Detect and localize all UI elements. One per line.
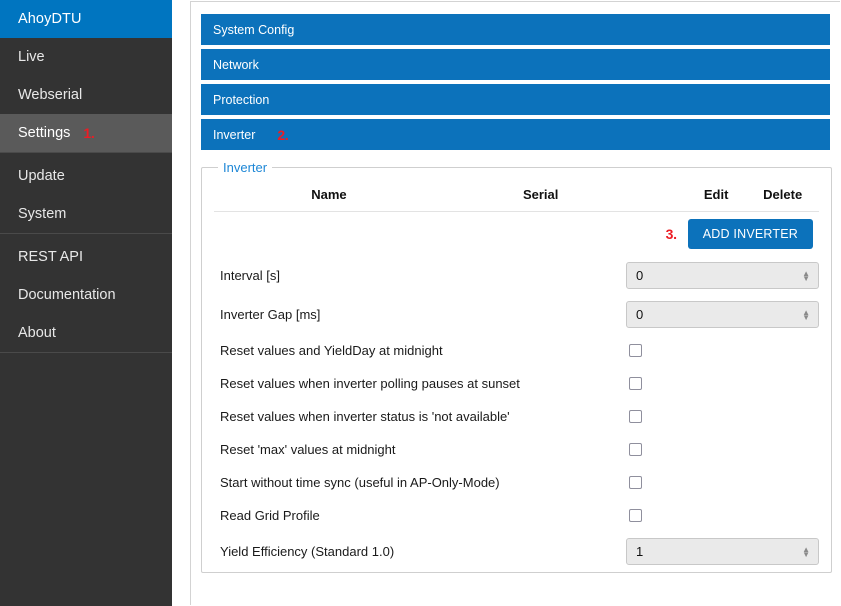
sidebar-item-update[interactable]: Update [0, 157, 172, 195]
inverter-table-head: Name Serial Edit Delete [214, 181, 819, 212]
form-label-reset-values-when-inverter-polling-pauses-at-sunset: Reset values when inverter polling pause… [220, 376, 520, 391]
sidebar-divider [0, 233, 172, 234]
sidebar-divider [0, 152, 172, 153]
sidebar-nav: Live Webserial Settings 1. Update System REST … [0, 38, 172, 357]
sidebar-item-about[interactable]: About [0, 314, 172, 352]
sidebar: AhoyDTU Live Webserial Settings 1. Update Sys… [0, 0, 172, 606]
annotation-marker-2: 2. [277, 126, 289, 143]
form-row-interval-s: Interval [s] 0 ▲ ▼ [214, 256, 819, 295]
add-inverter-button[interactable]: ADD INVERTER [687, 219, 813, 249]
sidebar-item-webserial[interactable]: Webserial [0, 76, 172, 114]
number-input-value: 0 [636, 268, 644, 283]
accordion-bar-label: Network [213, 57, 259, 72]
main-panel: System Config Network Protection Inverter 2.… [190, 1, 840, 605]
sidebar-item-label: About [18, 325, 56, 341]
accordion-bar-system-config[interactable]: System Config [201, 14, 830, 45]
inverter-fieldset: Inverter Name Serial Edit Delete 3. ADD … [201, 160, 832, 573]
inverter-fieldset-legend: Inverter [223, 160, 268, 175]
accordion-bar-protection[interactable]: Protection [201, 84, 830, 115]
sidebar-item-label: System [18, 206, 67, 222]
form-label-reset-values-when-inverter-status-is-not-available: Reset values when inverter status is 'no… [220, 409, 510, 424]
form-label-inverter-gap-ms: Inverter Gap [ms] [220, 307, 321, 322]
form-row-yield-efficiency-standard-1-0: Yield Efficiency (Standard 1.0) 1 ▲ ▼ [214, 532, 819, 571]
accordion-bar-network[interactable]: Network [201, 49, 830, 80]
form-row-start-without-time-sync-useful-in-ap-only-mode: Start without time sync (useful in AP-On… [214, 466, 819, 499]
column-header-spacer [637, 181, 686, 212]
inverter-table: Name Serial Edit Delete [214, 181, 819, 212]
inverter-table-header-row: Name Serial Edit Delete [214, 181, 819, 212]
accordion-bar-inverter[interactable]: Inverter 2. [201, 119, 830, 150]
sidebar-item-label: Settings [18, 125, 71, 141]
checkbox-reset-max-values-at-midnight[interactable] [629, 443, 642, 456]
form-label-reset-max-values-at-midnight: Reset 'max' values at midnight [220, 442, 396, 457]
add-inverter-row: 3. ADD INVERTER [214, 212, 819, 256]
number-input-value: 1 [636, 544, 644, 559]
accordion-bar-label: Protection [213, 92, 270, 107]
form-label-yield-efficiency-standard-1-0: Yield Efficiency (Standard 1.0) [220, 544, 395, 559]
sidebar-item-system[interactable]: System [0, 195, 172, 233]
app-brand: AhoyDTU [0, 0, 172, 38]
spinner-arrows-icon[interactable]: ▲ ▼ [802, 307, 810, 322]
sidebar-group-gap [0, 353, 172, 357]
accordion-list: System Config Network Protection Inverter 2. [191, 2, 840, 150]
form-row-reset-values-when-inverter-polling-pauses-at-sunset: Reset values when inverter polling pause… [214, 367, 819, 400]
form-label-reset-values-and-yieldday-at-midnight: Reset values and YieldDay at midnight [220, 343, 443, 358]
form-control-wrap [626, 443, 819, 456]
sidebar-item-label: Live [18, 49, 45, 65]
sidebar-item-label: REST API [18, 249, 84, 265]
checkbox-reset-values-when-inverter-polling-pauses-at-sunset[interactable] [629, 377, 642, 390]
form-label-interval-s: Interval [s] [220, 268, 280, 283]
app-brand-label: AhoyDTU [18, 11, 82, 27]
number-input-value: 0 [636, 307, 644, 322]
column-header-edit: Edit [685, 181, 747, 212]
accordion-bar-label: Inverter [213, 127, 256, 142]
form-control-wrap [626, 344, 819, 357]
form-row-read-grid-profile: Read Grid Profile [214, 499, 819, 532]
form-control-wrap [626, 476, 819, 489]
number-input-interval-s[interactable]: 0 ▲ ▼ [626, 262, 819, 289]
sidebar-item-label: Documentation [18, 287, 116, 303]
form-control-wrap [626, 509, 819, 522]
inverter-settings-form: Interval [s] 0 ▲ ▼ Inverter Gap [ms] 0 ▲ ▼ Reset… [214, 256, 819, 571]
sidebar-divider [0, 352, 172, 353]
form-control-wrap: 1 ▲ ▼ [626, 538, 819, 565]
form-row-reset-values-and-yieldday-at-midnight: Reset values and YieldDay at midnight [214, 334, 819, 367]
form-row-inverter-gap-ms: Inverter Gap [ms] 0 ▲ ▼ [214, 295, 819, 334]
form-control-wrap [626, 410, 819, 423]
accordion-bar-label: System Config [213, 22, 295, 37]
form-label-start-without-time-sync-useful-in-ap-only-mode: Start without time sync (useful in AP-On… [220, 475, 500, 490]
number-input-inverter-gap-ms[interactable]: 0 ▲ ▼ [626, 301, 819, 328]
sidebar-group-gap [0, 153, 172, 157]
sidebar-item-documentation[interactable]: Documentation [0, 276, 172, 314]
sidebar-group-gap [0, 234, 172, 238]
annotation-marker-3: 3. [665, 226, 677, 242]
form-control-wrap: 0 ▲ ▼ [626, 301, 819, 328]
form-row-reset-max-values-at-midnight: Reset 'max' values at midnight [214, 433, 819, 466]
sidebar-item-label: Update [18, 168, 65, 184]
spinner-arrows-icon[interactable]: ▲ ▼ [802, 544, 810, 559]
checkbox-reset-values-when-inverter-status-is-not-available[interactable] [629, 410, 642, 423]
form-label-read-grid-profile: Read Grid Profile [220, 508, 320, 523]
column-header-delete: Delete [746, 181, 819, 212]
form-control-wrap: 0 ▲ ▼ [626, 262, 819, 289]
form-row-reset-values-when-inverter-status-is-not-available: Reset values when inverter status is 'no… [214, 400, 819, 433]
sidebar-item-live[interactable]: Live [0, 38, 172, 76]
form-control-wrap [626, 377, 819, 390]
checkbox-reset-values-and-yieldday-at-midnight[interactable] [629, 344, 642, 357]
annotation-marker-1: 1. [83, 125, 95, 141]
column-header-name: Name [214, 181, 444, 212]
column-header-serial: Serial [443, 181, 638, 212]
sidebar-item-label: Webserial [18, 87, 83, 103]
number-input-yield-efficiency-standard-1-0[interactable]: 1 ▲ ▼ [626, 538, 819, 565]
spinner-arrows-icon[interactable]: ▲ ▼ [802, 268, 810, 283]
checkbox-read-grid-profile[interactable] [629, 509, 642, 522]
sidebar-item-settings[interactable]: Settings 1. [0, 114, 172, 152]
checkbox-start-without-time-sync-useful-in-ap-only-mode[interactable] [629, 476, 642, 489]
sidebar-item-rest-api[interactable]: REST API [0, 238, 172, 276]
